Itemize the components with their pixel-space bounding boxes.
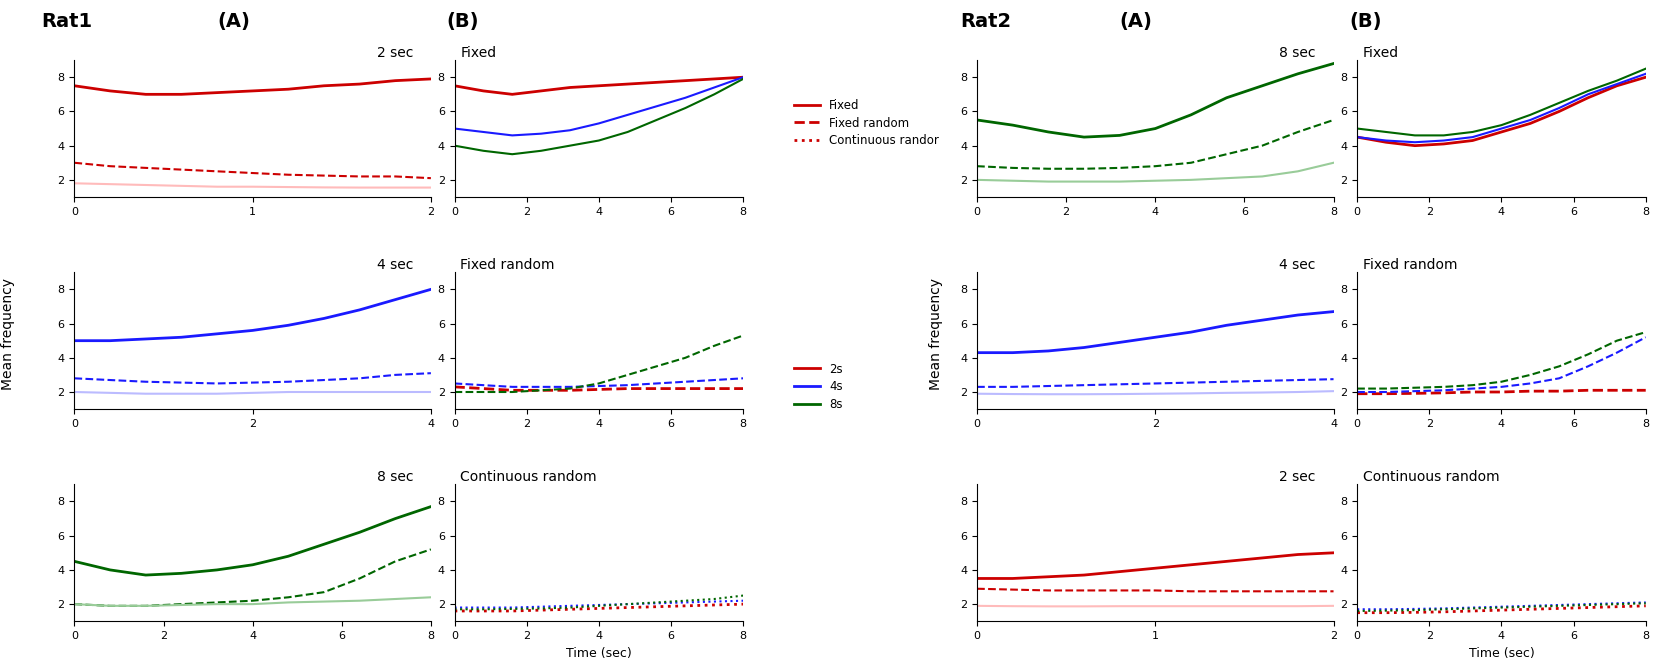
Text: 2 sec: 2 sec (1279, 470, 1315, 484)
Text: Rat2: Rat2 (961, 12, 1012, 31)
Text: Continuous random: Continuous random (460, 470, 597, 484)
Text: Mean frequency: Mean frequency (928, 278, 943, 390)
Text: (B): (B) (447, 12, 478, 31)
Text: 4 sec: 4 sec (377, 259, 414, 273)
Text: Mean frequency: Mean frequency (2, 278, 15, 390)
Legend: Fixed, Fixed random, Continuous randor: Fixed, Fixed random, Continuous randor (789, 94, 944, 152)
Text: Fixed random: Fixed random (1363, 259, 1457, 273)
Text: Continuous random: Continuous random (1363, 470, 1500, 484)
X-axis label: Time (sec): Time (sec) (1469, 647, 1535, 659)
Text: Fixed: Fixed (1363, 46, 1399, 60)
Text: Fixed: Fixed (460, 46, 496, 60)
Text: 8 sec: 8 sec (1279, 46, 1315, 60)
Text: (A): (A) (1120, 12, 1153, 31)
Text: 8 sec: 8 sec (377, 470, 414, 484)
Text: (B): (B) (1350, 12, 1381, 31)
X-axis label: Time (sec): Time (sec) (566, 647, 632, 659)
Text: Fixed random: Fixed random (460, 259, 554, 273)
Text: Rat1: Rat1 (41, 12, 93, 31)
Text: 2 sec: 2 sec (377, 46, 414, 60)
Legend: 2s, 4s, 8s: 2s, 4s, 8s (789, 358, 847, 415)
Text: 4 sec: 4 sec (1279, 259, 1315, 273)
Text: (A): (A) (217, 12, 250, 31)
